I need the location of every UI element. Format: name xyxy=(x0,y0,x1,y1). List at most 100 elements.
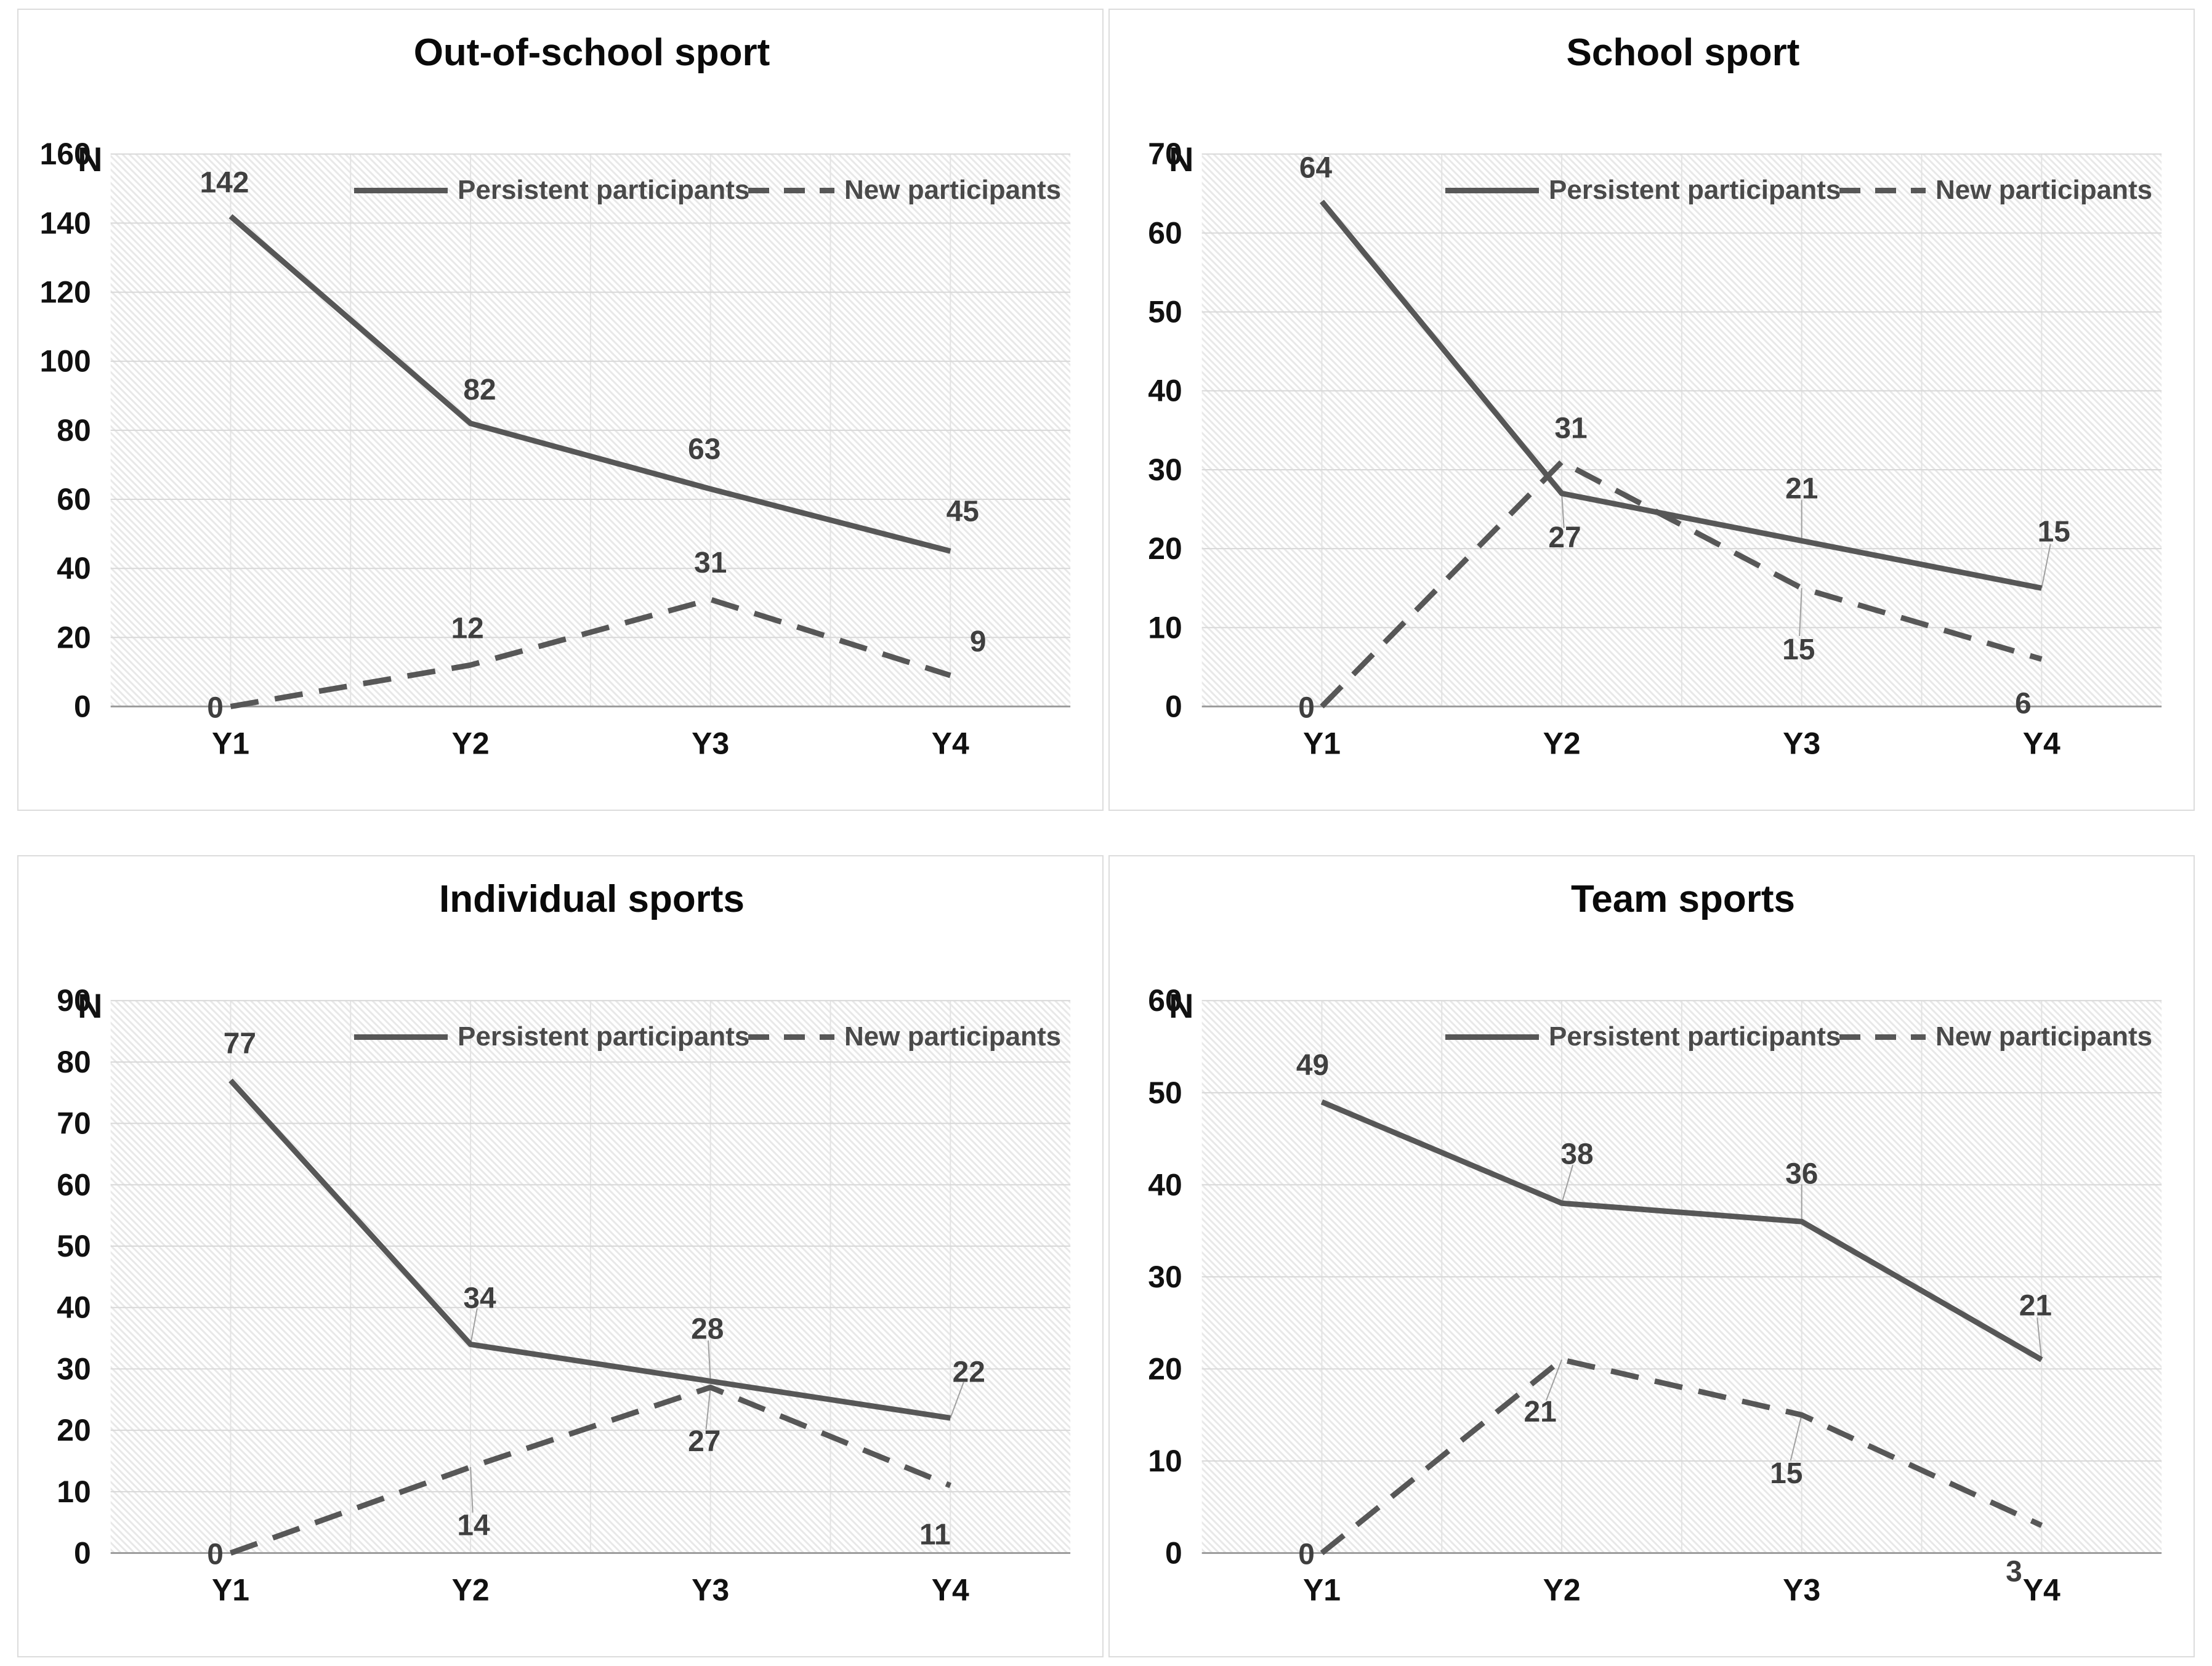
legend-item-persistent: Persistent participants xyxy=(354,1021,749,1052)
y-axis-tick-label: 140 xyxy=(39,206,91,240)
legend-label-persistent: Persistent participants xyxy=(1549,1021,1841,1052)
data-label: 9 xyxy=(970,626,987,658)
chart-panel-out-of-school-sport: N Out-of-school sport Persistent partici… xyxy=(17,9,1104,811)
legend-item-new: New participants xyxy=(1839,175,2152,206)
data-label: 15 xyxy=(2038,516,2070,549)
y-axis-tick-label: 60 xyxy=(57,482,91,517)
y-axis-tick-label: 40 xyxy=(1148,374,1182,408)
legend-item-persistent: Persistent participants xyxy=(1445,175,1841,206)
series-line-persistent-participants xyxy=(228,214,951,554)
y-axis-tick-label: 50 xyxy=(1148,1076,1182,1110)
x-axis-tick-label: Y4 xyxy=(2023,1572,2061,1607)
y-axis-tick-label: 30 xyxy=(57,1351,91,1386)
data-label-leader-line xyxy=(1561,1164,1573,1204)
chart-title: Individual sports xyxy=(438,878,745,920)
data-label: 15 xyxy=(1782,634,1815,666)
x-axis-tick-label: Y3 xyxy=(1783,726,1820,760)
data-label: 6 xyxy=(2015,687,2032,720)
series-line-new-participants xyxy=(1320,1356,2043,1556)
data-label: 77 xyxy=(224,1028,256,1060)
y-axis-tick-label: 0 xyxy=(74,689,91,723)
y-axis-tick-label: 0 xyxy=(1165,1535,1182,1570)
legend-solid-line-sample xyxy=(354,1034,448,1040)
series-line-new-participants xyxy=(1320,459,2043,709)
data-label-leader-line xyxy=(705,1387,711,1430)
y-axis-tick-label: 20 xyxy=(1148,1351,1182,1386)
data-label: 14 xyxy=(457,1510,490,1542)
data-label-leader-line xyxy=(1546,1359,1563,1401)
legend-item-persistent: Persistent participants xyxy=(1445,1021,1841,1052)
y-axis-tick-label: 20 xyxy=(57,1413,91,1447)
legend-dashed-line-sample xyxy=(748,187,834,193)
y-axis-title: N xyxy=(1169,986,1194,1025)
data-label: 36 xyxy=(1785,1157,1818,1190)
legend-item-new: New participants xyxy=(1839,1021,2152,1052)
y-axis-tick-label: 60 xyxy=(1148,983,1182,1018)
legend-label-persistent: Persistent participants xyxy=(458,175,750,205)
data-label: 64 xyxy=(1299,151,1333,184)
data-label: 0 xyxy=(207,1538,224,1571)
series-line-new-participants xyxy=(229,1384,952,1556)
data-label: 0 xyxy=(207,691,224,724)
legend-label-persistent: Persistent participants xyxy=(1549,175,1841,205)
chart-panel-individual-sports: N Individual sports Persistent participa… xyxy=(17,855,1104,1657)
y-axis-tick-label: 160 xyxy=(39,137,91,171)
legend: Persistent participants New participants xyxy=(18,1021,1102,1056)
y-axis-tick-label: 30 xyxy=(1148,453,1182,487)
legend-dashed-line-sample xyxy=(1839,187,1926,193)
legend: Persistent participants New participants xyxy=(18,175,1102,209)
chart-title: Out-of-school sport xyxy=(413,31,770,74)
data-label: 27 xyxy=(1548,521,1581,554)
y-axis-tick-label: 70 xyxy=(57,1106,91,1141)
x-axis-tick-label: Y1 xyxy=(1303,1572,1341,1607)
y-axis-tick-label: 50 xyxy=(1148,295,1182,329)
x-axis-tick-label: Y2 xyxy=(1543,1572,1581,1607)
series-line-persistent-participants xyxy=(228,1078,951,1421)
x-axis-tick-label: Y3 xyxy=(1783,1572,1820,1607)
chart-title: Team sports xyxy=(1570,878,1796,920)
y-axis-tick-label: 60 xyxy=(57,1167,91,1202)
series-line-new-participants xyxy=(230,597,951,709)
y-axis-tick-label: 40 xyxy=(57,551,91,586)
data-label-leader-line xyxy=(1790,1414,1802,1461)
y-axis-title: N xyxy=(1169,140,1194,179)
y-axis-tick-label: 10 xyxy=(57,1475,91,1509)
x-axis-tick-label: Y4 xyxy=(932,726,969,760)
y-axis-tick-label: 40 xyxy=(57,1290,91,1325)
x-axis-tick-label: Y4 xyxy=(932,1572,969,1607)
data-label: 11 xyxy=(919,1519,951,1551)
data-label: 31 xyxy=(694,547,727,579)
data-label: 21 xyxy=(2019,1290,2052,1322)
legend-label-new: New participants xyxy=(844,175,1062,205)
data-label: 49 xyxy=(1296,1049,1329,1082)
legend: Persistent participants New participants xyxy=(1110,175,2194,209)
data-label-leader-line xyxy=(950,1382,964,1419)
x-axis-tick-label: Y2 xyxy=(1543,726,1581,760)
legend-solid-line-sample xyxy=(1445,1034,1539,1040)
chart-panel-team-sports: N Team sports Persistent participants Ne… xyxy=(1108,855,2195,1657)
legend-item-new: New participants xyxy=(748,1021,1061,1052)
legend-label-new: New participants xyxy=(1936,1021,2153,1052)
y-axis-tick-label: 50 xyxy=(57,1229,91,1263)
series-line-persistent-participants xyxy=(1320,1099,2043,1362)
y-axis-tick-label: 90 xyxy=(57,983,91,1018)
x-axis-tick-label: Y4 xyxy=(2023,726,2061,760)
line-chart-team-sports: 0 10 20 30 40 50 60 Y1 Y2 Y3 Y4 49 38 36 21 0 21 15 3 xyxy=(1148,983,2162,1607)
y-axis-tick-label: 120 xyxy=(39,275,91,310)
y-axis-tick-label: 100 xyxy=(39,344,91,379)
legend-solid-line-sample xyxy=(1445,187,1539,193)
data-label: 0 xyxy=(1298,691,1315,724)
x-axis-tick-label: Y2 xyxy=(452,1572,490,1607)
line-chart-individual-sports: 0 10 20 30 40 50 60 70 80 90 Y1 Y2 Y3 Y4 77 34 28 22 0 14 27… xyxy=(57,983,1071,1607)
data-label: 82 xyxy=(463,374,496,406)
x-axis-tick-label: Y1 xyxy=(1303,726,1341,760)
x-axis-tick-label: Y1 xyxy=(212,1572,249,1607)
series-line-persistent-participants xyxy=(1319,199,2043,591)
data-label: 31 xyxy=(1554,412,1587,445)
y-axis-tick-label: 0 xyxy=(1165,689,1182,723)
data-label: 15 xyxy=(1770,1457,1802,1490)
data-label-leader-line xyxy=(470,1467,474,1513)
data-label-leader-line xyxy=(2041,544,2051,589)
data-label: 12 xyxy=(451,612,483,645)
